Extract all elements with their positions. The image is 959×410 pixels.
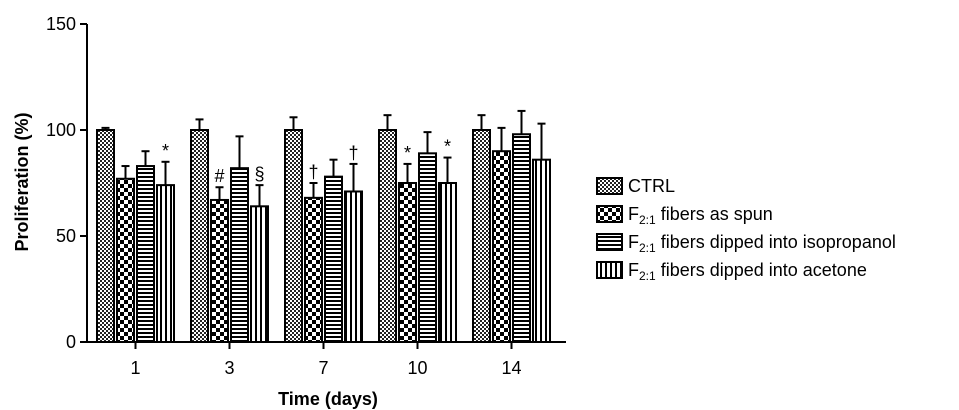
significance-mark: † [308,162,318,182]
bar [136,165,155,343]
x-tick-label: 14 [501,358,521,378]
significance-annotations: * # § † † * * [162,137,451,187]
y-tick-label: 150 [46,14,76,34]
x-tick-label: 7 [318,358,328,378]
legend: CTRL F2:1 fibers as spun F2:1 fibers dippe… [596,176,896,283]
y-axis-title: Proliferation (%) [12,112,32,251]
significance-mark: § [254,164,264,184]
x-axis-title: Time (days) [278,389,378,409]
bar [116,177,135,343]
legend-label: F2:1 fibers dipped into isopropanol [628,232,896,255]
legend-swatch [596,205,623,223]
x-tick-label: 3 [224,358,234,378]
y-tick-label: 0 [66,332,76,352]
bar [230,167,249,343]
x-tick-label: 10 [407,358,427,378]
x-tick-label: 1 [130,358,140,378]
significance-mark: # [214,166,224,186]
error-bars [101,109,546,207]
y-tick-label: 100 [46,120,76,140]
bar [284,129,303,343]
bar [532,158,551,343]
bar [492,150,511,343]
bar [344,190,363,343]
bar [96,129,115,343]
bar [156,184,175,343]
legend-swatch [596,177,623,195]
bar [250,205,269,343]
bar [378,129,397,343]
bar [324,175,343,343]
legend-label: F2:1 fibers as spun [628,204,773,227]
bar [210,198,229,343]
legend-swatch [596,233,623,251]
significance-mark: * [444,137,451,157]
bar [190,129,209,343]
significance-mark: * [404,143,411,163]
legend-swatch [596,261,623,279]
bar [418,152,437,343]
bar [438,182,457,343]
significance-mark: * [162,141,169,161]
bar [398,182,417,343]
y-tick-label: 50 [56,226,76,246]
significance-mark: † [348,143,358,163]
bar [512,133,531,343]
bar [304,196,323,343]
legend-label: F2:1 fibers dipped into acetone [628,260,867,283]
bar [472,129,491,343]
legend-label: CTRL [628,176,675,196]
bars [96,129,551,343]
